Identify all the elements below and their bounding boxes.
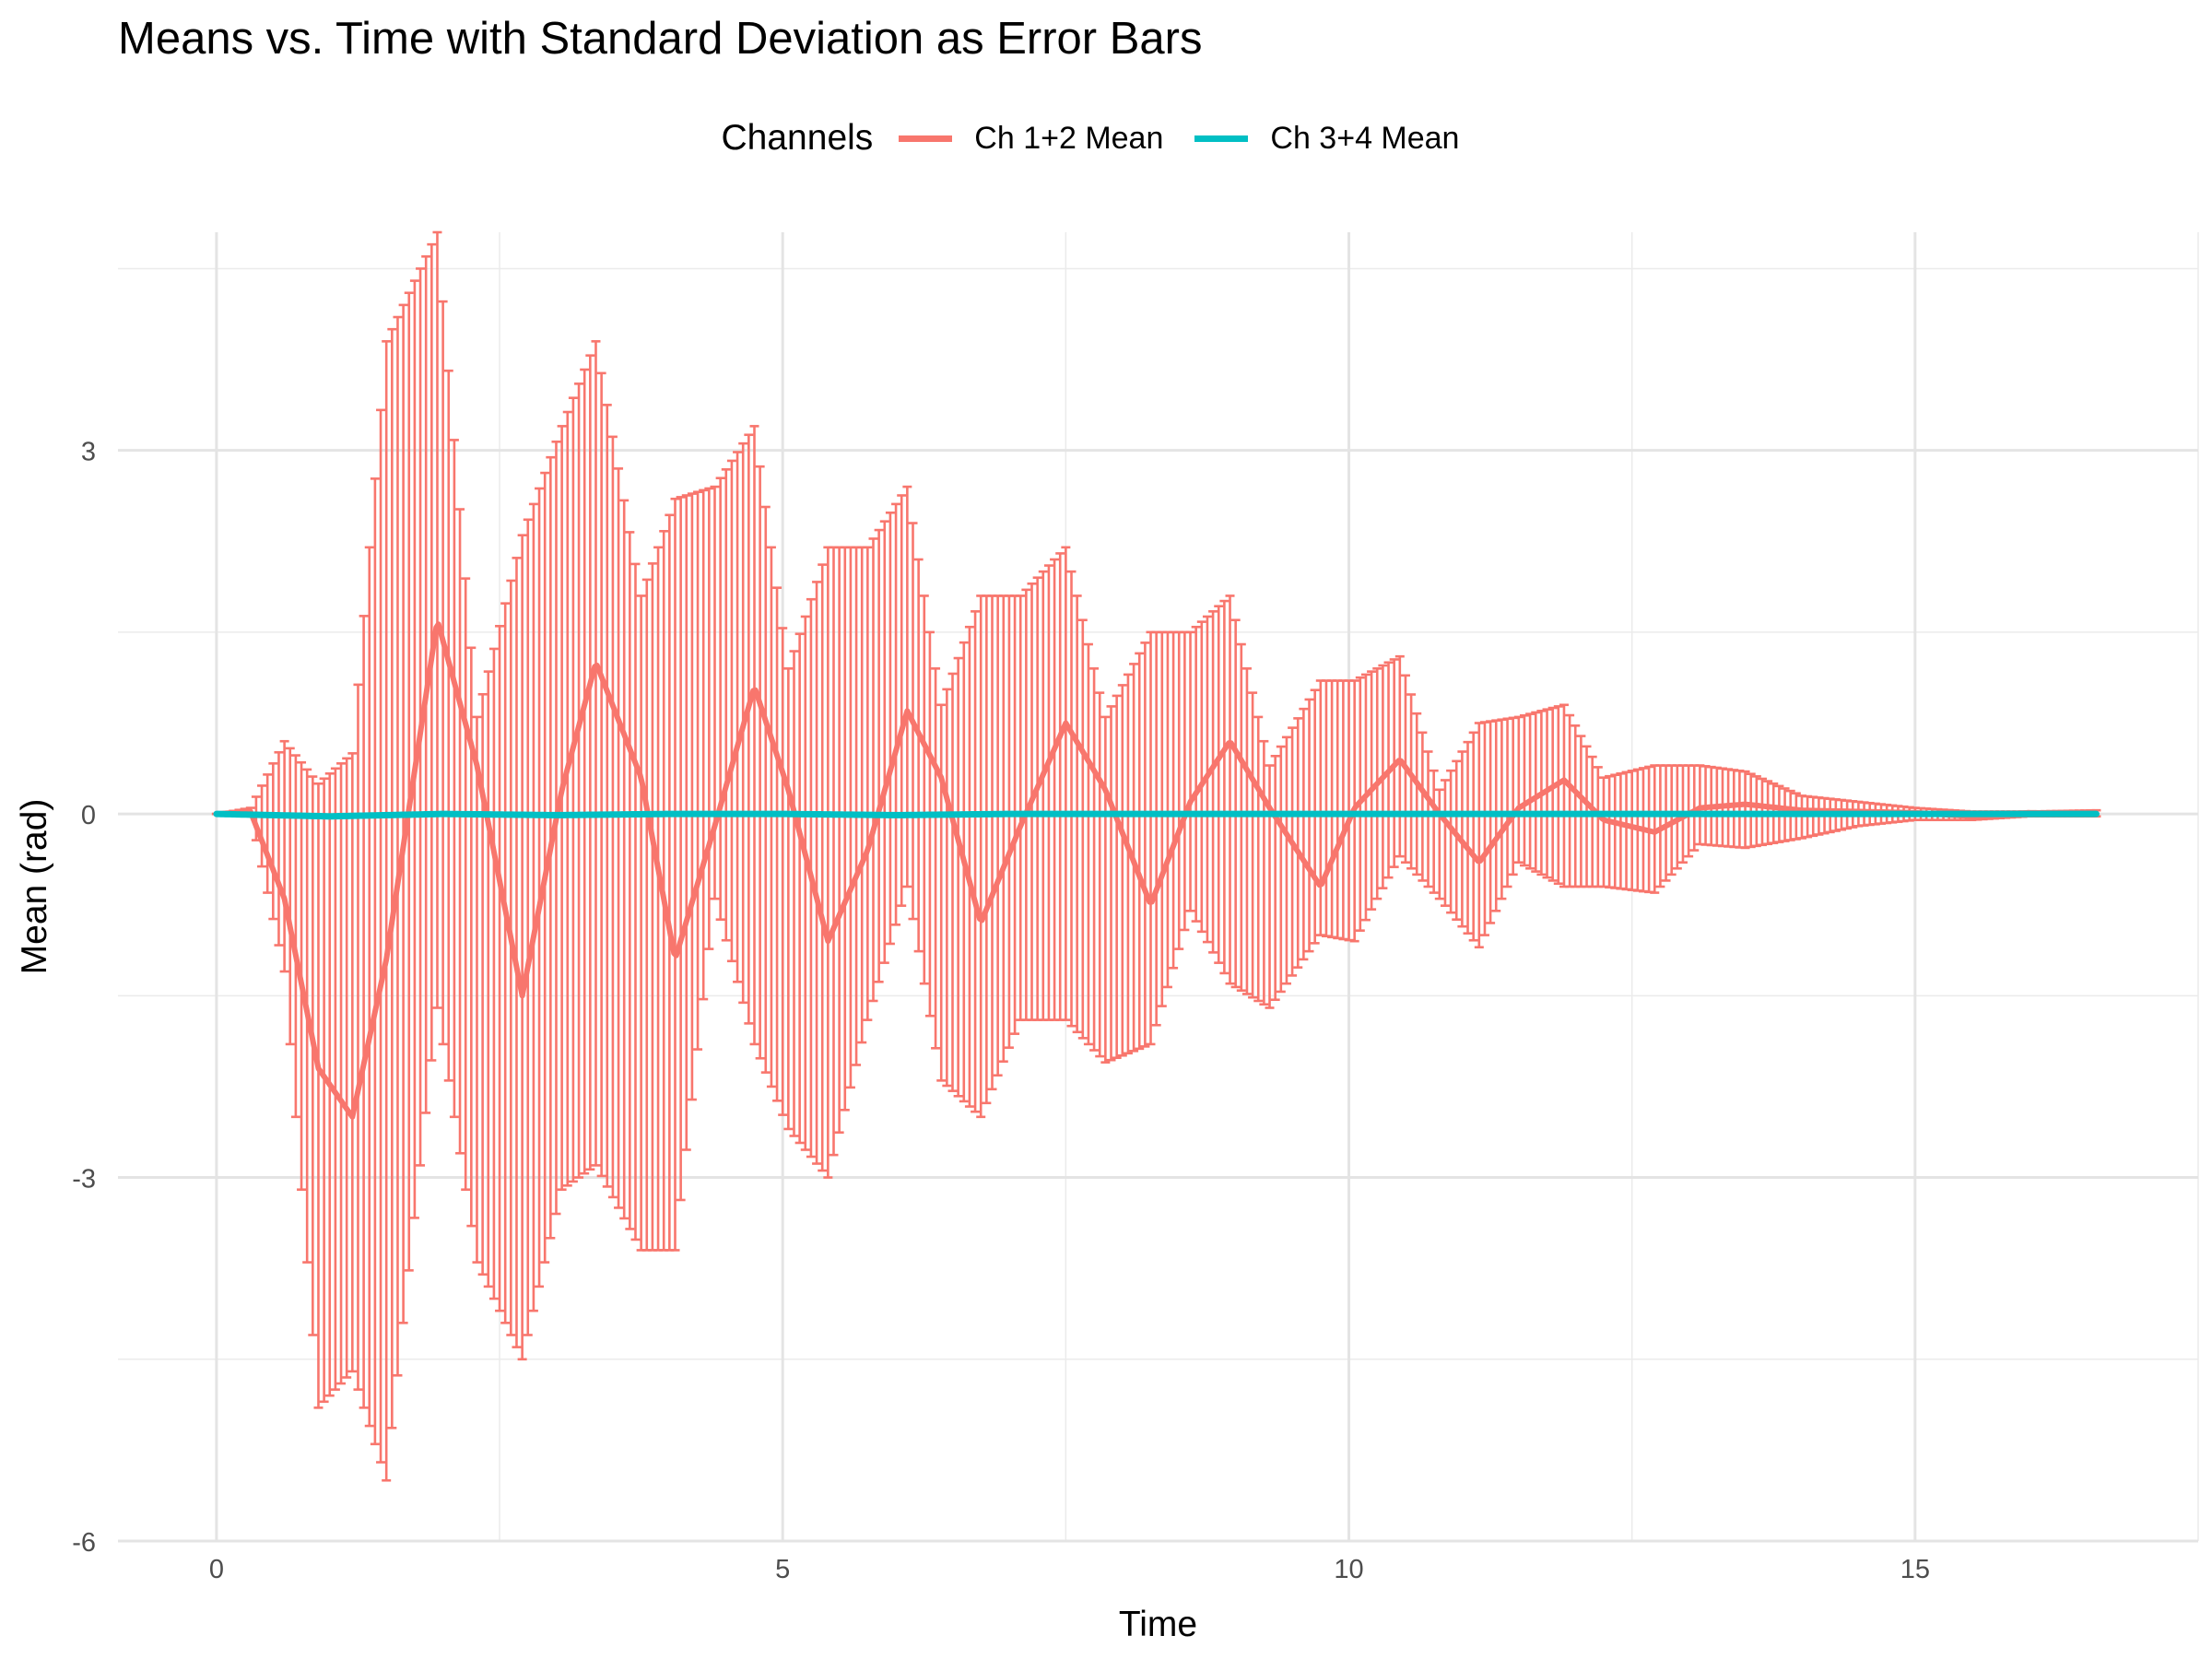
x-tick-label: 15 <box>1900 1555 1930 1584</box>
x-axis-title: Time <box>1119 1605 1197 1644</box>
legend-label-ch12: Ch 1+2 Mean <box>974 120 1164 156</box>
error-bars-ch12 <box>211 230 2101 1482</box>
x-tick-label: 5 <box>775 1555 790 1584</box>
mean-line-ch34 <box>213 810 2100 820</box>
y-axis-title: Mean (rad) <box>15 799 54 975</box>
x-tick-label: 0 <box>209 1555 224 1584</box>
legend-label-ch34: Ch 3+4 Mean <box>1270 120 1460 156</box>
legend-item-ch12: Ch 1+2 Mean <box>899 121 1163 157</box>
legend-title: Channels <box>721 118 874 158</box>
mean-line-ch12 <box>213 621 2100 1120</box>
y-tick-label: -3 <box>72 1165 96 1194</box>
x-tick-label: 10 <box>1334 1555 1363 1584</box>
legend-item-ch34: Ch 3+4 Mean <box>1194 121 1459 157</box>
legend: Channels Ch 1+2 Mean Ch 3+4 Mean <box>0 118 2212 159</box>
y-tick-label: 0 <box>81 801 96 830</box>
y-tick-label: 3 <box>81 438 96 467</box>
chart-title: Means vs. Time with Standard Deviation a… <box>118 14 1203 64</box>
y-tick-label: -6 <box>72 1528 96 1558</box>
legend-key-ch12 <box>899 135 953 142</box>
legend-key-ch34 <box>1194 135 1249 142</box>
